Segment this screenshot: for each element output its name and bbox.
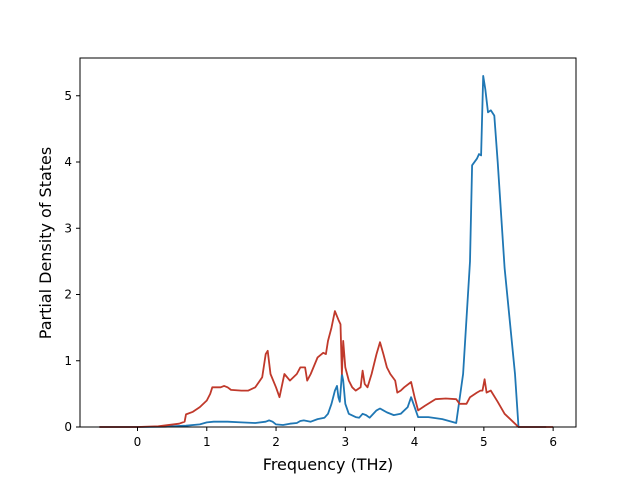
y-tick-label: 4 — [64, 155, 72, 169]
x-tick-label: 6 — [549, 435, 557, 449]
y-tick-label: 2 — [64, 288, 72, 302]
y-tick-label: 3 — [64, 221, 72, 235]
y-tick-label: 5 — [64, 89, 72, 103]
x-tick-label: 2 — [272, 435, 280, 449]
y-axis-label: Partial Density of States — [36, 147, 55, 339]
series-line-2 — [99, 310, 554, 428]
y-tick-label: 1 — [64, 354, 72, 368]
x-tick-label: 5 — [480, 435, 488, 449]
x-tick-label: 0 — [134, 435, 142, 449]
x-axis-label: Frequency (THz) — [263, 455, 393, 474]
plot-frame — [79, 57, 577, 428]
x-axis-ticks: 0 1 2 3 4 5 6 — [134, 427, 557, 449]
y-axis-ticks: 0 1 2 3 4 5 — [64, 89, 80, 434]
series-line-1 — [99, 75, 547, 428]
y-tick-label: 0 — [64, 420, 72, 434]
plot-lines — [99, 75, 554, 428]
x-tick-label: 3 — [341, 435, 349, 449]
x-tick-label: 4 — [411, 435, 419, 449]
x-tick-label: 1 — [203, 435, 211, 449]
